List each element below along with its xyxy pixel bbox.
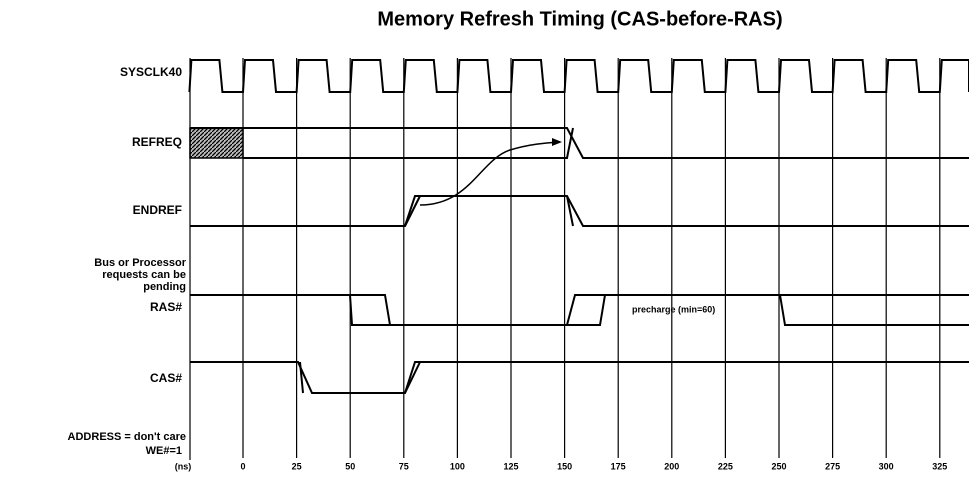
endref-wave (404, 195, 421, 227)
ras-wave (567, 294, 606, 326)
annotation: precharge (min=60) (632, 304, 715, 314)
arrow (419, 141, 561, 206)
tick-label: 50 (345, 461, 355, 471)
refreq-wave (243, 127, 574, 159)
endref-wave (190, 195, 969, 227)
tick-label: 300 (879, 461, 894, 471)
arrowhead (552, 138, 562, 146)
endref-wave (566, 195, 574, 227)
tick-label: 0 (240, 461, 245, 471)
sysclk-wave (188, 59, 969, 93)
signal-label: SYSCLK40 (120, 65, 182, 79)
tick-label: 75 (399, 461, 409, 471)
ras-wave (779, 294, 969, 326)
tick-label: 175 (611, 461, 626, 471)
tick-label: 225 (718, 461, 733, 471)
ras-wave (190, 294, 969, 326)
cas-wave (190, 361, 969, 394)
axis-unit: (ns) (175, 461, 192, 471)
cas-wave (404, 361, 421, 394)
signal-label: Bus or Processor requests can be pending (94, 257, 186, 293)
tick-label: 125 (503, 461, 518, 471)
signal-label: ADDRESS = don't care (68, 431, 186, 443)
tick-label: 250 (771, 461, 786, 471)
signal-label: RAS# (150, 300, 182, 314)
signal-label: REFREQ (132, 135, 182, 149)
tick-label: 200 (664, 461, 679, 471)
signal-label: CAS# (150, 371, 182, 385)
tick-label: 100 (450, 461, 465, 471)
signal-label: WE#=1 (146, 445, 182, 457)
refreq-wave (190, 127, 969, 159)
title: Memory Refresh Timing (CAS-before-RAS) (377, 8, 782, 30)
tick-label: 150 (557, 461, 572, 471)
hatch (189, 127, 244, 159)
ras-wave (349, 294, 390, 326)
signal-label: ENDREF (133, 203, 182, 217)
tick-label: 25 (292, 461, 302, 471)
cas-wave (299, 361, 304, 394)
tick-label: 275 (825, 461, 840, 471)
tick-label: 325 (932, 461, 947, 471)
